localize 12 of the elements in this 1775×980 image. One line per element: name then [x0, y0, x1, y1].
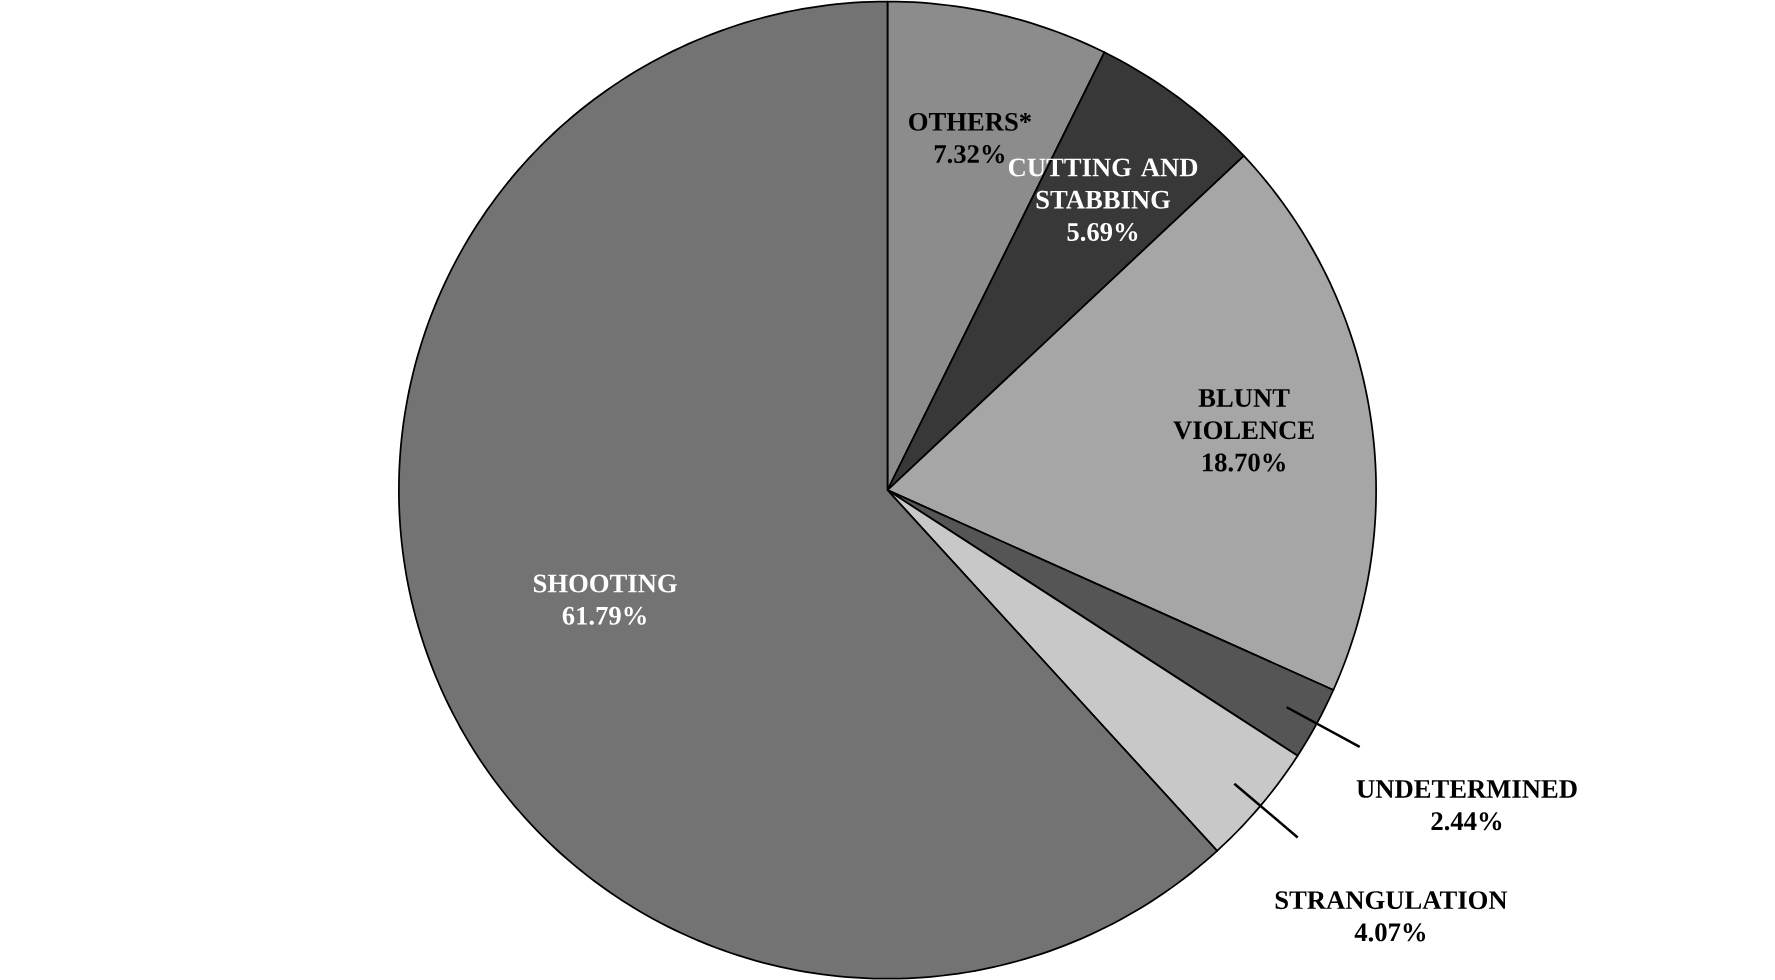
data-label: 4.07% [1354, 923, 1426, 942]
data-label: 61.79% [562, 606, 646, 625]
slice-label: SHOOTING [533, 574, 677, 593]
data-label: 18.70% [1202, 453, 1285, 472]
slice-label: CUTTING AND STABBING [1008, 158, 1198, 209]
slice-label: UNDETERMINED [1356, 780, 1577, 798]
data-label: 5.69% [1067, 222, 1138, 241]
slice-label: OTHERS* [909, 112, 1031, 131]
data-label: 2.44% [1431, 812, 1502, 831]
slice-label: STRANGULATION [1275, 891, 1508, 910]
data-label: 7.32% [934, 144, 1005, 164]
slice-label: BLUNT VIOLENCE [1173, 389, 1314, 440]
